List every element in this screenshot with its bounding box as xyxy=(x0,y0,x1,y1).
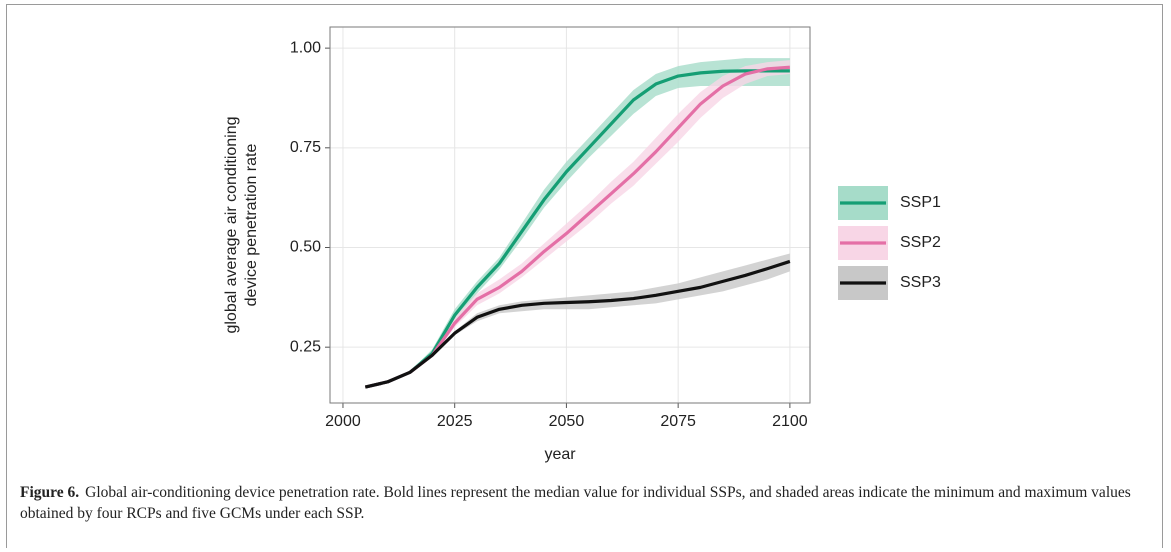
y-tick-label: 0.50 xyxy=(290,239,321,256)
y-axis-title: global average air conditioning xyxy=(223,116,240,333)
x-axis-title: year xyxy=(544,446,576,463)
chart: year global average air conditioning dev… xyxy=(223,26,941,463)
y-tick-label: 0.75 xyxy=(290,139,321,156)
y-tick-label: 0.25 xyxy=(290,338,321,355)
x-tick-label: 2050 xyxy=(549,413,585,430)
legend-label: SSP2 xyxy=(900,234,941,251)
range-band xyxy=(365,253,790,388)
plot-border xyxy=(329,26,811,404)
caption-label: Figure 6. xyxy=(20,484,80,501)
legend-label: SSP3 xyxy=(900,274,941,291)
caption: Figure 6. Global air-conditioning device … xyxy=(20,482,1150,524)
y-axis-title: device penetration rate xyxy=(243,144,260,307)
caption-text: Global air-conditioning device penetrati… xyxy=(20,484,1131,522)
x-tick-label: 2100 xyxy=(772,413,808,430)
median-line xyxy=(364,259,791,389)
median-line xyxy=(364,69,790,389)
x-tick-label: 2000 xyxy=(325,413,361,430)
x-tick-label: 2025 xyxy=(437,413,473,430)
x-tick-label: 2075 xyxy=(660,413,696,430)
legend-label: SSP1 xyxy=(900,194,941,211)
figure-frame xyxy=(6,4,1163,548)
y-tick-label: 1.00 xyxy=(290,39,321,56)
